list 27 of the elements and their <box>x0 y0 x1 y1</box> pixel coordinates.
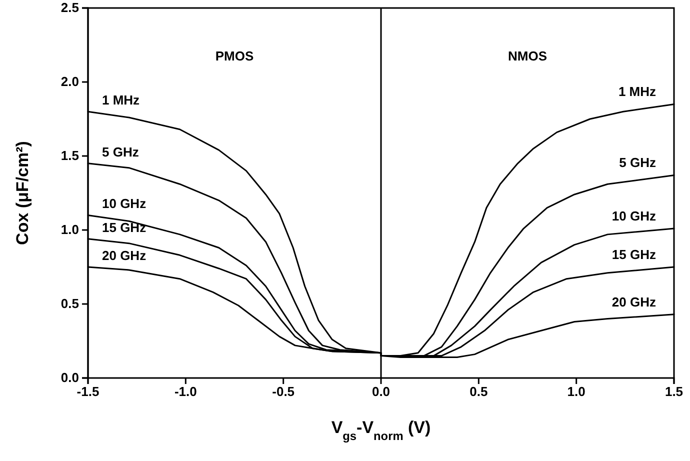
x-tick-label: 0.0 <box>372 384 390 400</box>
x-tick-label: 1.5 <box>664 384 684 400</box>
annotation: PMOS <box>215 48 254 64</box>
annotation: NMOS <box>508 48 548 64</box>
text: 15 GHz <box>612 247 656 262</box>
y-tick-label: 2.5 <box>60 0 79 16</box>
y-tick-label: 0.5 <box>60 296 79 312</box>
series-label: 1 MHz <box>102 92 140 108</box>
text: 1 MHz <box>618 84 656 100</box>
y-tick-label: 2.0 <box>60 74 79 90</box>
text: 10 GHz <box>612 208 656 224</box>
x-tick-label: 0.5 <box>470 384 488 400</box>
x-axis-title: V$_{gs}$-V$_{norm}$ (V) <box>331 418 431 443</box>
series-label: 15 GHz <box>102 220 147 235</box>
series-label: 5 GHz <box>102 144 140 160</box>
x-tick-label: -1.0 <box>174 384 197 400</box>
y-axis-title: Cox (μF/cm²) <box>13 141 32 245</box>
y-tick-label: 0.0 <box>60 370 79 386</box>
text: 20 GHz <box>612 294 656 310</box>
series-label: 20 GHz <box>102 248 147 263</box>
y-tick-label: 1.0 <box>60 222 79 238</box>
series-label: 10 GHz <box>102 196 147 212</box>
x-tick-label: 1.0 <box>567 384 586 400</box>
x-tick-label: -0.5 <box>272 384 295 400</box>
text: 5 GHz <box>619 155 656 170</box>
y-tick-label: 1.5 <box>60 148 79 164</box>
x-tick-label: -1.5 <box>76 384 100 400</box>
